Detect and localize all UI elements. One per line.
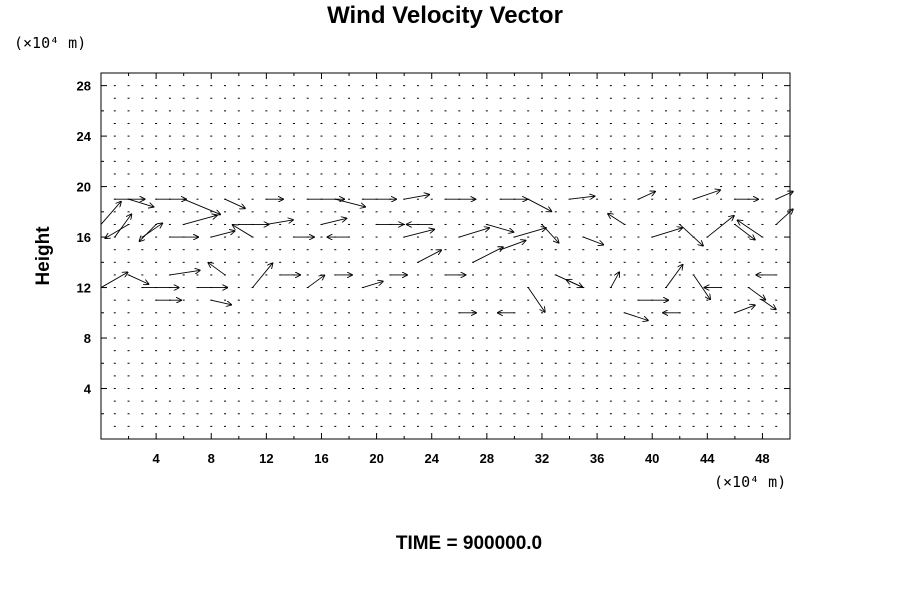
wind-vector: [527, 287, 545, 312]
wind-vector: [775, 209, 793, 225]
y-tick-label: 28: [77, 79, 91, 94]
wind-vector: [610, 272, 619, 288]
chart-title: Wind Velocity Vector: [327, 2, 563, 29]
wind-vector: [486, 224, 513, 232]
x-tick-label: 40: [645, 451, 659, 466]
wind-vector: [266, 220, 292, 225]
x-tick-label: 16: [314, 451, 328, 466]
wind-vector: [307, 275, 325, 288]
x-tick-label: 20: [369, 451, 383, 466]
x-tick-label: 44: [700, 451, 715, 466]
wind-vector: [417, 250, 441, 263]
calm-grid-points: [113, 85, 778, 427]
x-axis-unit: (×10⁴ m): [714, 473, 786, 491]
wind-vector: [362, 281, 383, 288]
x-tick-label: 36: [590, 451, 604, 466]
wind-vector: [500, 241, 526, 251]
wind-vector: [569, 196, 595, 199]
wind-vector: [404, 195, 429, 200]
wind-vector: [734, 305, 755, 314]
x-tick-label: 12: [259, 451, 273, 466]
wind-vector: [335, 198, 365, 207]
x-tick-label: 8: [208, 451, 215, 466]
wind-vector: [472, 247, 503, 263]
y-tick-label: 12: [77, 281, 91, 296]
wind-vector: [140, 224, 157, 241]
wind-vector: [224, 198, 245, 208]
wind-vector: [608, 214, 625, 225]
wind-vector: [252, 263, 273, 288]
x-tick-label: 28: [480, 451, 494, 466]
wind-vector: [114, 214, 132, 238]
wind-vectors: [100, 190, 793, 321]
x-tick-label: 32: [535, 451, 549, 466]
wind-vector: [459, 228, 489, 238]
y-tick-label: 24: [77, 129, 92, 144]
y-axis-unit: (×10⁴ m): [14, 34, 86, 52]
x-tick-label: 48: [755, 451, 769, 466]
time-label: TIME = 900000.0: [396, 533, 542, 554]
wind-vector: [128, 274, 149, 284]
x-tick-label: 24: [424, 451, 439, 466]
x-tick-labels: 4 8 12 16 20 24 28 32 36 40 44 48: [153, 451, 770, 466]
wind-vector: [527, 198, 551, 211]
wind-vector: [208, 263, 226, 276]
wind-vector: [652, 228, 682, 238]
wind-vector: [693, 274, 711, 299]
wind-vector: [638, 192, 655, 200]
wind-vector: [233, 225, 253, 238]
wind-vector: [762, 299, 775, 309]
wind-vector: [404, 229, 434, 238]
wind-vector: [128, 198, 154, 207]
wind-vector: [183, 215, 217, 225]
wind-vector: [100, 202, 121, 225]
y-tick-label: 8: [84, 331, 91, 346]
y-tick-label: 16: [77, 230, 91, 245]
minor-tick-marks: [101, 73, 790, 439]
wind-vector: [748, 287, 766, 300]
wind-vector: [211, 299, 231, 305]
plot-frame: [100, 72, 791, 440]
wind-vector: [707, 216, 733, 238]
wind-vector: [583, 236, 603, 245]
wind-vector: [321, 218, 346, 225]
y-axis-label: Height: [33, 226, 54, 286]
y-tick-label: 20: [77, 180, 91, 195]
wind-vector: [211, 231, 234, 238]
wind-vector: [514, 228, 545, 238]
wind-vector: [738, 220, 763, 238]
wind-vector: [169, 270, 200, 276]
wind-vector: [734, 224, 755, 239]
wind-vector: [665, 265, 683, 288]
wind-vector: [693, 190, 720, 200]
wind-vector: [567, 280, 584, 288]
wind-vector: [679, 224, 703, 245]
wind-vector: [100, 272, 127, 288]
wind-vector: [105, 224, 129, 238]
wind-vector: [183, 198, 220, 214]
wind-vector: [541, 224, 559, 242]
y-tick-labels: 4 8 12 16 20 24 28: [77, 79, 92, 397]
y-tick-label: 4: [84, 382, 92, 397]
x-tick-label: 4: [153, 451, 161, 466]
wind-vector: [776, 192, 793, 200]
wind-vector: [624, 312, 648, 321]
